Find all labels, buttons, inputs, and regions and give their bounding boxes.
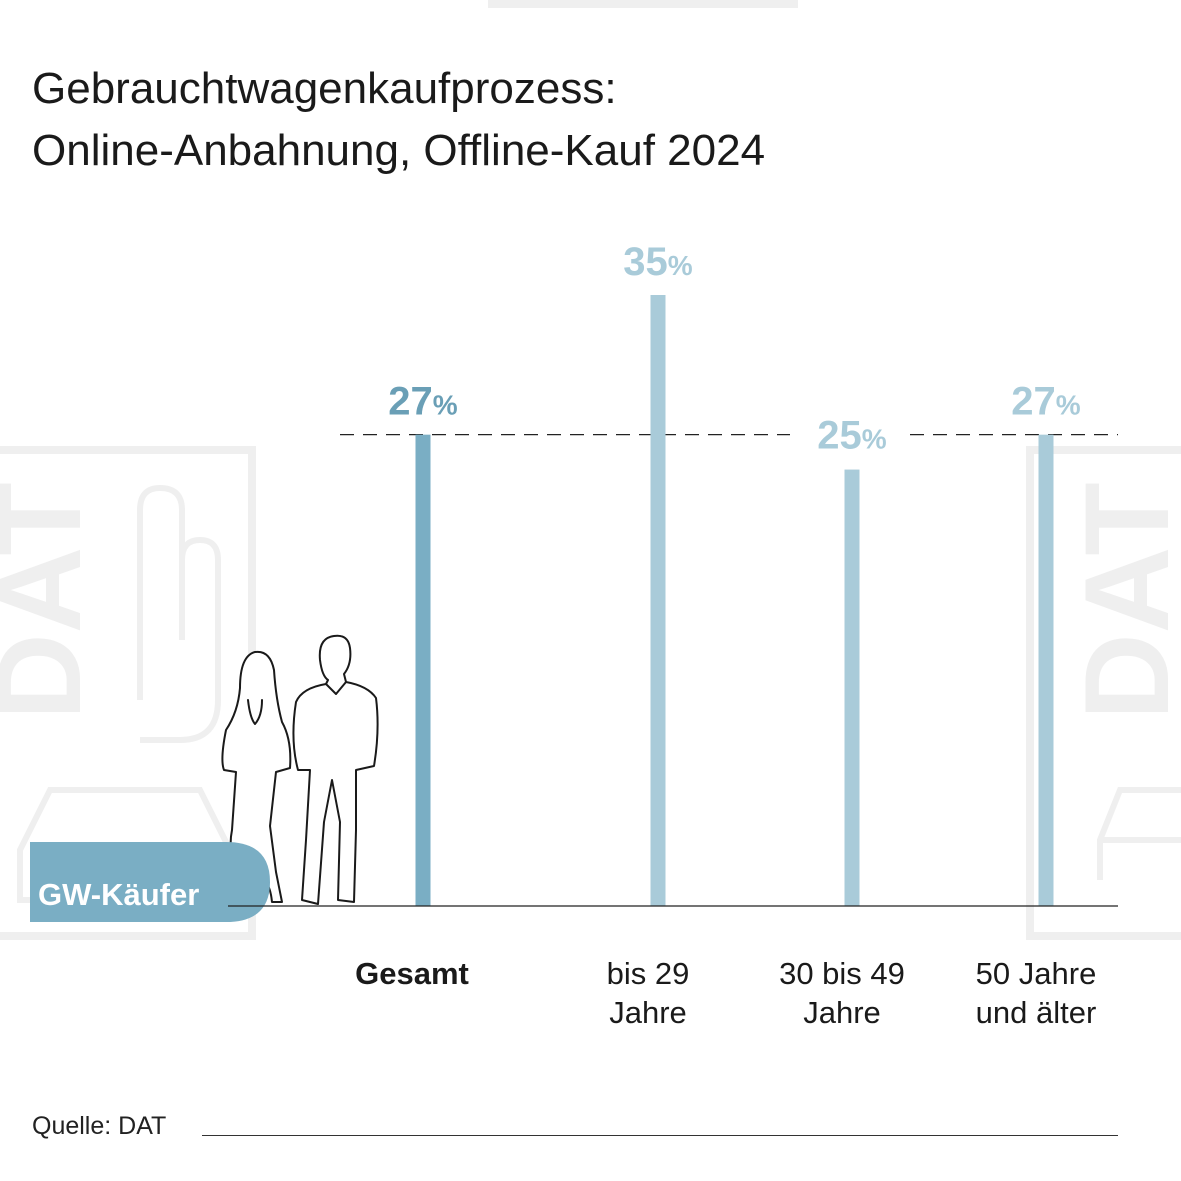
- chart-title: Gebrauchtwagenkaufprozess: Online-Anbahn…: [32, 58, 765, 182]
- bar-2: [844, 469, 860, 906]
- people-illustration: [221, 634, 379, 905]
- chart-title-line-2: Online-Anbahnung, Offline-Kauf 2024: [32, 126, 766, 175]
- gw-kaeufer-badge: GW-Käufer: [30, 842, 270, 922]
- category-labels-group: Gesamt bis 29 Jahre 30 bis 49 Jahre 50 Jahre u…: [355, 956, 1096, 1030]
- bar-3: [1038, 434, 1054, 906]
- woman-neckline: [247, 699, 263, 725]
- category-label-2-line-0: 30 bis 49: [779, 956, 905, 991]
- bar-chart: DAT DAT GW-Käufer 27% 35% 25% 27% Gesamt bis …: [0, 0, 1181, 1030]
- badge-shape: [30, 842, 270, 922]
- bar-0: [415, 434, 431, 906]
- man-figure: [292, 634, 379, 905]
- bar-1: [650, 295, 666, 906]
- watermark-logo-left: DAT: [0, 482, 106, 720]
- watermark-frame-right: [1026, 446, 1181, 940]
- category-label-1-line-1: Jahre: [609, 995, 687, 1030]
- man-collar: [325, 681, 347, 695]
- bars-group: [415, 295, 1054, 906]
- value-label-1: 35%: [623, 240, 693, 284]
- category-label-1-line-0: bis 29: [607, 956, 690, 991]
- source-divider: [202, 1135, 1118, 1136]
- category-label-2-line-1: Jahre: [803, 995, 881, 1030]
- badge-label: GW-Käufer: [38, 877, 199, 912]
- category-label-3-line-1: und älter: [976, 995, 1097, 1030]
- source-label: Quelle: DAT: [32, 1112, 167, 1140]
- watermark-logo-right: DAT: [1060, 482, 1181, 720]
- category-label-3-line-0: 50 Jahre: [976, 956, 1097, 991]
- watermark-car-icon-right: [1097, 787, 1181, 880]
- watermark-top-bar: [488, 0, 798, 8]
- watermark-layer: DAT DAT: [0, 0, 1181, 940]
- chart-title-line-1: Gebrauchtwagenkaufprozess:: [32, 64, 617, 113]
- value-label-2: 25%: [817, 414, 887, 458]
- value-label-0: 27%: [388, 380, 458, 424]
- value-label-3: 27%: [1011, 380, 1081, 424]
- watermark-hand-icon: [137, 484, 221, 743]
- value-labels-group: 27% 35% 25% 27%: [388, 240, 1081, 458]
- category-label-0-line-0: Gesamt: [355, 956, 469, 991]
